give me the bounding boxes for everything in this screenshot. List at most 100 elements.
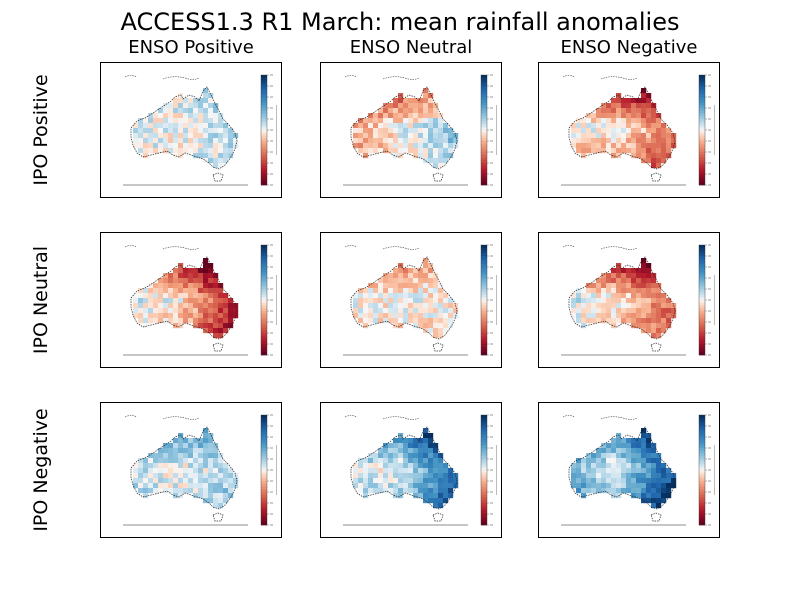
colorbar-tick-label: [490, 332, 493, 334]
anomaly-cell: [163, 293, 169, 299]
anomaly-cell: [656, 148, 662, 154]
islands-outline: [344, 245, 420, 250]
colorbar-segment: [481, 519, 487, 523]
anomaly-cell: [428, 93, 434, 99]
colorbar-segment: [261, 313, 267, 317]
anomaly-cell: [193, 113, 199, 119]
anomaly-cell: [606, 133, 612, 139]
anomaly-cell: [213, 503, 219, 509]
colorbar-segment: [699, 322, 705, 326]
colorbar-segment: [699, 442, 705, 446]
anomaly-cell: [388, 453, 394, 459]
anomaly-cell: [163, 283, 169, 289]
anomaly-cell: [203, 108, 209, 114]
anomaly-cell: [388, 283, 394, 289]
anomaly-cell: [428, 268, 434, 274]
anomaly-cell: [198, 303, 204, 309]
anomaly-cell: [611, 468, 617, 474]
anomaly-cell: [398, 123, 404, 129]
colorbar-segment: [261, 434, 267, 438]
colorbar-segment: [699, 450, 705, 454]
anomaly-cell: [178, 303, 184, 309]
anomaly-cell: [656, 118, 662, 124]
anomaly-cell: [438, 133, 444, 139]
anomaly-cell: [208, 143, 214, 149]
anomaly-cell: [413, 98, 419, 104]
anomaly-cell: [188, 488, 194, 494]
anomaly-cell: [148, 138, 154, 144]
anomaly-cell: [443, 308, 449, 314]
anomaly-cell: [198, 298, 204, 304]
anomaly-cell: [438, 308, 444, 314]
anomaly-cell: [428, 128, 434, 134]
anomaly-cell: [646, 438, 652, 444]
anomaly-cell: [138, 478, 144, 484]
anomaly-cell: [173, 153, 179, 159]
colorbar-segment: [481, 461, 487, 465]
anomaly-cell: [423, 128, 429, 134]
anomaly-cell: [203, 323, 209, 329]
anomaly-cell: [368, 123, 374, 129]
colorbar-segment: [699, 459, 705, 463]
colorbar-segment: [261, 105, 267, 109]
colorbar-segment: [699, 141, 705, 145]
anomaly-cell: [591, 148, 597, 154]
anomaly-cell: [631, 283, 637, 289]
anomaly-cell: [448, 148, 454, 154]
colorbar-segment: [261, 157, 267, 161]
anomaly-cell: [363, 143, 369, 149]
anomaly-cell: [363, 128, 369, 134]
anomaly-cell: [646, 123, 652, 129]
anomaly-cell: [383, 123, 389, 129]
anomaly-cell: [611, 148, 617, 154]
anomaly-cell: [601, 273, 607, 279]
anomaly-cell: [596, 313, 602, 319]
colorbar-segment: [699, 497, 705, 501]
anomaly-cell: [666, 483, 672, 489]
anomaly-cell: [656, 473, 662, 479]
colorbar-segment: [699, 245, 705, 249]
anomaly-cell: [143, 288, 149, 294]
anomaly-cell: [143, 458, 149, 464]
colorbar-tick-label: [270, 458, 273, 460]
anomaly-cell: [611, 478, 617, 484]
anomaly-cell: [388, 113, 394, 119]
colorbar-segment: [481, 352, 487, 356]
colorbar-segment: [261, 492, 267, 496]
colorbar-segment: [261, 168, 267, 172]
colorbar-segment: [481, 494, 487, 498]
rainfall-anomaly-map: [561, 414, 715, 526]
anomaly-cell: [418, 318, 424, 324]
rainfall-anomaly-map: [123, 74, 277, 186]
tasmania-outline: [212, 342, 224, 352]
anomaly-cell: [363, 308, 369, 314]
anomaly-cell: [433, 303, 439, 309]
anomaly-cell: [208, 438, 214, 444]
anomaly-cell: [153, 313, 159, 319]
anomaly-cell: [393, 283, 399, 289]
rainfall-anomaly-map: [123, 414, 277, 526]
anomaly-cell: [631, 493, 637, 499]
anomaly-cell: [641, 148, 647, 154]
anomaly-cell: [403, 98, 409, 104]
anomaly-cell: [656, 313, 662, 319]
anomaly-cell: [433, 123, 439, 129]
anomaly-cell: [661, 293, 667, 299]
anomaly-cell: [656, 333, 662, 339]
anomaly-cell: [403, 303, 409, 309]
anomaly-cell: [443, 478, 449, 484]
anomaly-cell: [408, 478, 414, 484]
anomaly-cell: [631, 273, 637, 279]
anomaly-cell: [353, 473, 359, 479]
anomaly-cell: [631, 278, 637, 284]
anomaly-cell: [213, 488, 219, 494]
colorbar-segment: [481, 75, 487, 79]
anomaly-cell: [571, 128, 577, 134]
anomaly-cell: [423, 433, 429, 439]
anomaly-cell: [403, 298, 409, 304]
anomaly-cell: [373, 288, 379, 294]
colorbar-tick-label: [708, 469, 711, 471]
anomaly-cell: [413, 298, 419, 304]
anomaly-cell: [621, 108, 627, 114]
anomaly-cell: [173, 293, 179, 299]
